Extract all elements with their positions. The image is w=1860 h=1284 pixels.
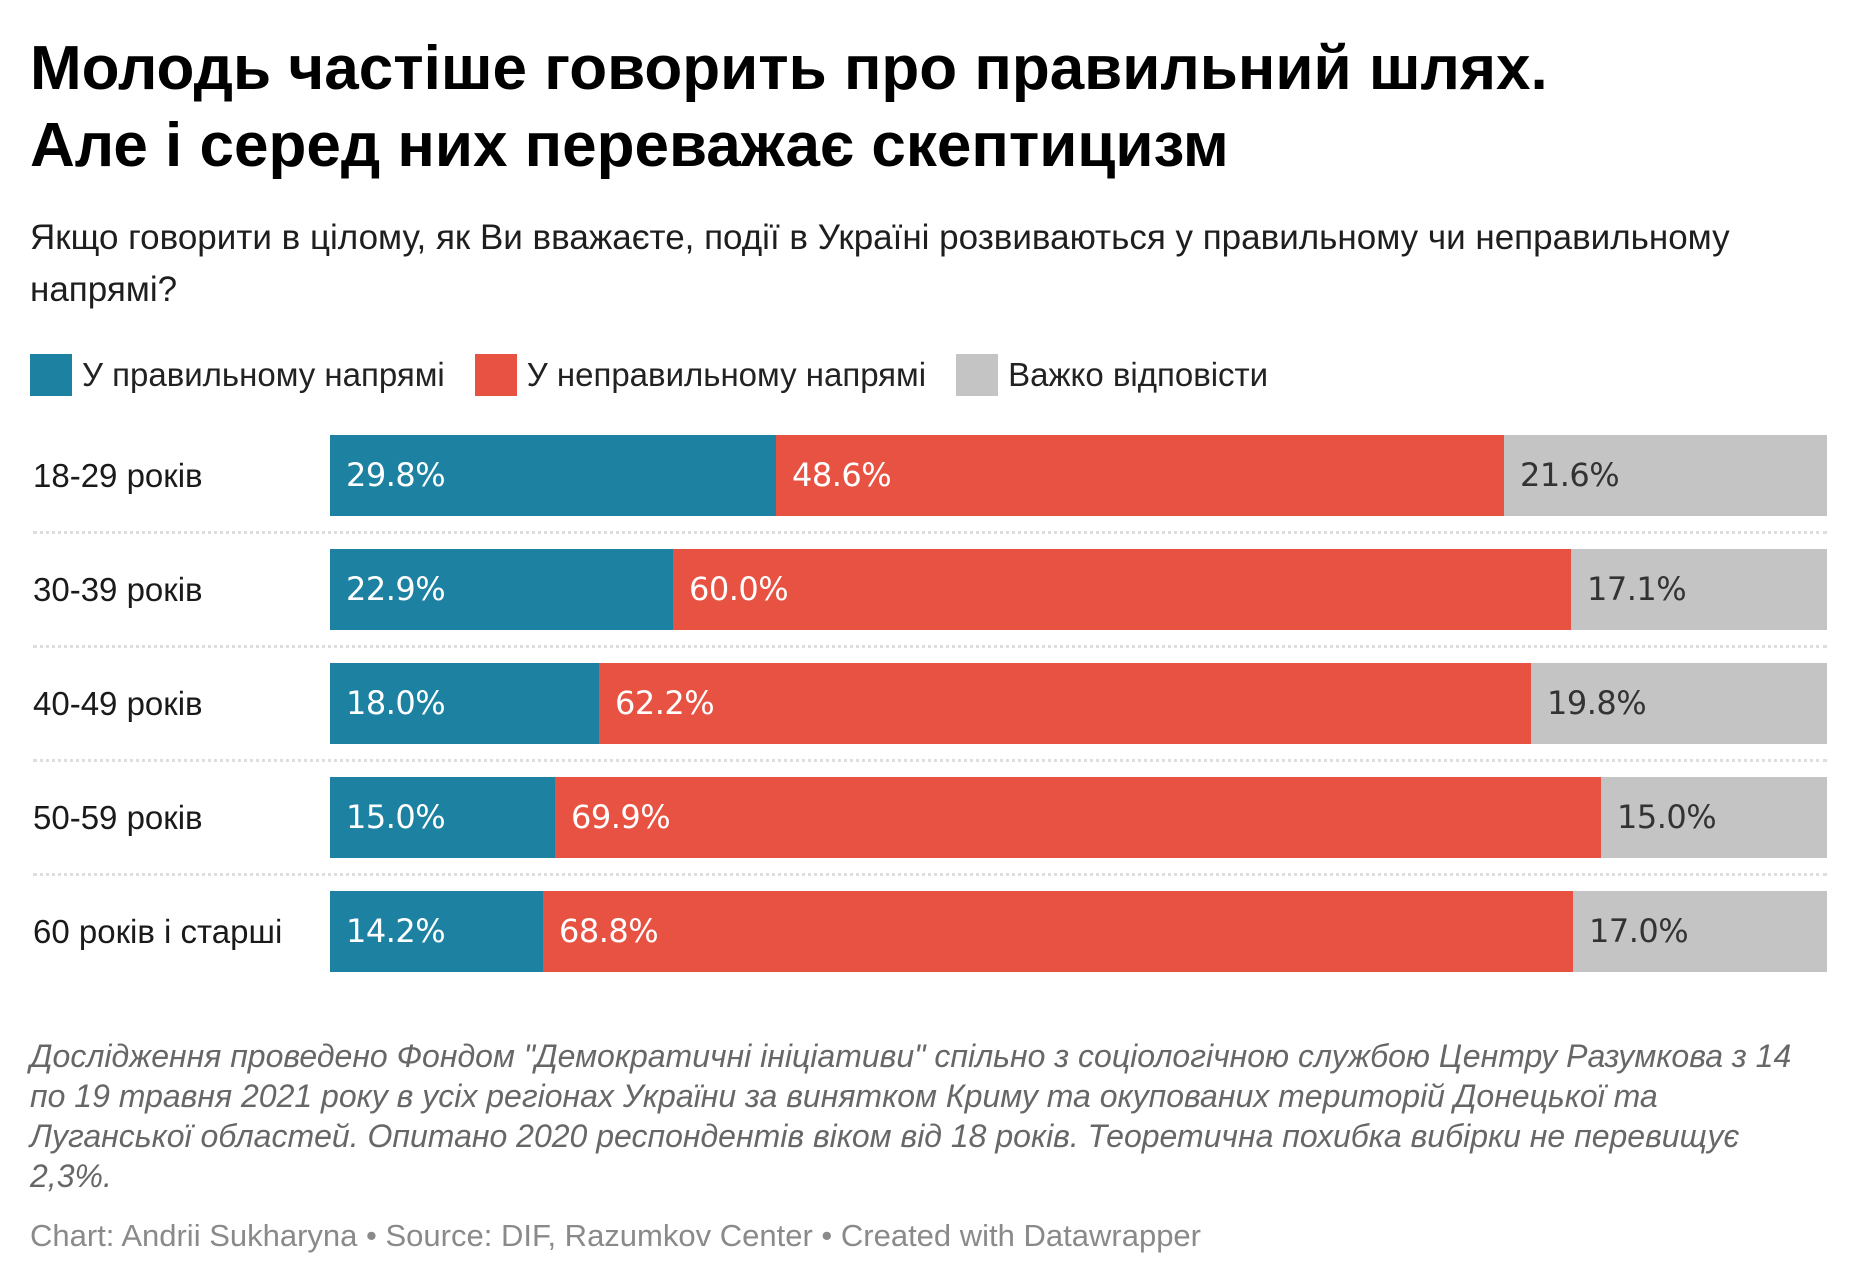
chart-title-line-2: Але і серед них переважає скептицизм [30,111,1229,180]
legend: У правильному напрямі У неправильному на… [30,354,1298,396]
bar-segment-wrong-3[interactable] [599,663,1531,744]
bar-segment-right-3[interactable] [330,663,599,744]
data-label: 15.0% [1617,798,1717,836]
data-label: 18.0% [346,684,446,722]
data-label: 17.1% [1587,570,1687,608]
byline: Chart: Andrii Sukharyna • Source: DIF, R… [30,1218,1201,1254]
data-label: 19.8% [1547,684,1647,722]
byline-source-prefix: Source: [385,1218,501,1253]
byline-chart-prefix: Chart: [30,1218,122,1253]
data-label: 69.9% [571,798,671,836]
data-label: 60.0% [689,570,789,608]
row-divider [33,531,1827,534]
data-label: 62.2% [615,684,715,722]
legend-swatch-right-direction [30,354,72,396]
legend-label: У неправильному напрямі [526,356,927,393]
bar-segment-wrong-2[interactable] [673,549,1571,630]
byline-author: Andrii Sukharyna [121,1218,358,1253]
legend-label: У правильному напрямі [82,356,445,393]
row-divider [33,873,1827,876]
byline-source: DIF, Razumkov Center [500,1218,813,1253]
bar-segment-right-2[interactable] [330,549,673,630]
legend-swatch-wrong-direction [474,354,517,396]
chart-notes: Дослідження проведено Фондом "Демократич… [30,1038,1792,1194]
bar-segment-hard-4[interactable] [1601,777,1827,858]
bar-segment-hard-3[interactable] [1531,663,1827,744]
data-label: 48.6% [792,456,892,494]
stacked-bar-chart: 18-29 років 29.8% 48.6% 21.6% 30-39 років 22.… [33,435,1827,972]
bar-segment-right-4[interactable] [330,777,555,858]
data-label: 14.2% [346,912,446,950]
chart-title: Молодь частіше говорить про правильний ш… [30,30,1820,184]
row-label: 40-49 років [33,685,203,722]
bar-segment-hard-2[interactable] [1571,549,1827,630]
data-label: 17.0% [1589,912,1689,950]
legend-item-hard-to-say[interactable]: Важко відповісти [956,354,1268,396]
data-label: 21.6% [1520,456,1620,494]
data-label: 22.9% [346,570,446,608]
legend-swatch-hard-to-say [956,354,999,396]
byline-separator: • [357,1218,386,1253]
data-label: 29.8% [346,456,446,494]
row-divider [33,645,1827,648]
legend-item-wrong-direction[interactable]: У неправильному напрямі [474,354,927,396]
bar-segment-right-1[interactable] [330,435,776,516]
byline-separator: • [812,1218,841,1253]
bar-segment-wrong-1[interactable] [776,435,1504,516]
datawrapper-link[interactable]: Created with Datawrapper [840,1218,1201,1253]
bar-segment-hard-1[interactable] [1504,435,1827,516]
chart-subtitle: Якщо говорити в цілому, як Ви вважаєте, … [30,218,1730,309]
row-divider [33,759,1827,762]
bar-segment-hard-5[interactable] [1573,891,1827,972]
bar-segment-wrong-4[interactable] [555,777,1601,858]
bar-segment-wrong-5[interactable] [543,891,1573,972]
chart-title-line-1: Молодь частіше говорить про правильний ш… [30,34,1548,103]
row-label: 18-29 років [33,457,203,494]
data-label: 15.0% [346,798,446,836]
legend-label: Важко відповісти [1008,356,1269,393]
row-label: 50-59 років [33,799,203,836]
legend-item-right-direction[interactable]: У правильному напрямі [30,354,445,396]
data-label: 68.8% [559,912,659,950]
bar-segment-right-5[interactable] [330,891,543,972]
row-label: 30-39 років [33,571,203,608]
row-label: 60 років і старші [33,913,283,950]
